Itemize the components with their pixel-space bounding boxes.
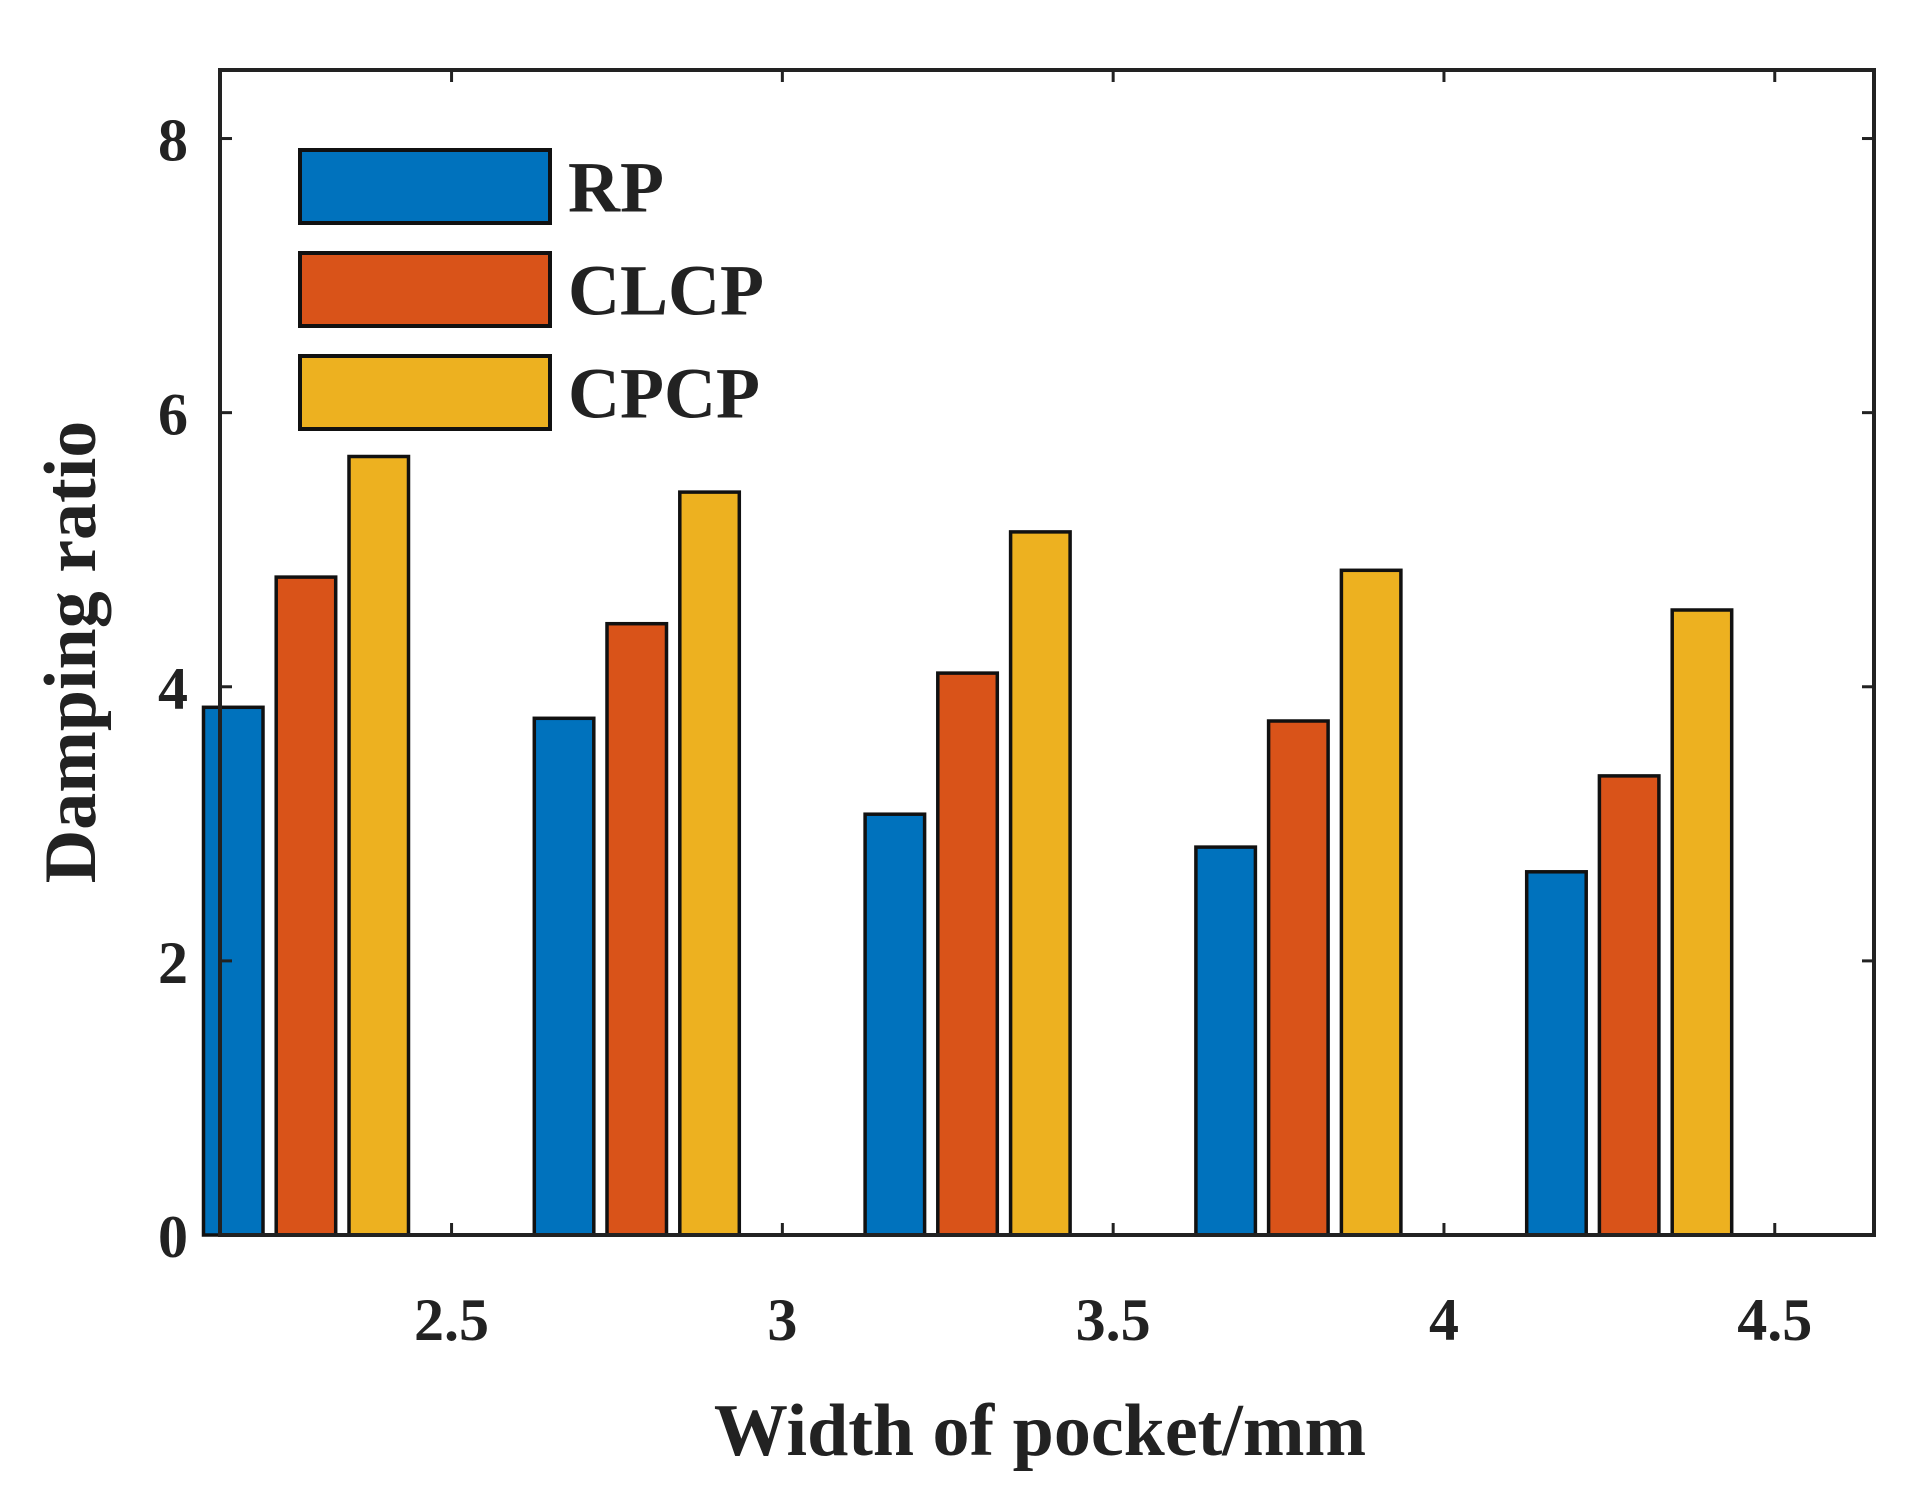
bar-cpcp-4: [1339, 568, 1403, 1237]
legend-label-cpcp: CPCP: [568, 354, 760, 434]
y-tick-label: 0: [158, 1204, 188, 1270]
bar-cpcp-2_5: [347, 454, 411, 1237]
bar-rp-4_5: [1524, 870, 1588, 1237]
y-tick-label: 4: [158, 656, 188, 722]
x-tick-label: 3.5: [1076, 1287, 1151, 1353]
bar-clcp-2_5: [274, 575, 338, 1237]
bar-clcp-4: [1266, 719, 1330, 1237]
y-axis-title: Damping ratio: [30, 421, 112, 884]
x-tick-label: 2.5: [414, 1287, 489, 1353]
x-tick-label: 4.5: [1737, 1287, 1812, 1353]
legend-label-rp: RP: [568, 148, 664, 228]
plot-frame: [218, 68, 1876, 1237]
legend-swatch-cpcp: [298, 354, 552, 431]
y-tick-label: 2: [158, 930, 188, 996]
y-tick-label: 8: [158, 108, 188, 174]
bar-clcp-3_5: [936, 671, 1000, 1237]
ticks-layer: 0 2 4 6 8 2.5 3 3.5 4 4.5: [158, 70, 1874, 1353]
legend-swatch-clcp: [298, 251, 552, 328]
bars-layer: [201, 454, 1734, 1237]
x-tick-label: 3: [767, 1287, 797, 1353]
bar-cpcp-4_5: [1670, 608, 1734, 1237]
x-tick-label: 4: [1429, 1287, 1459, 1353]
bar-rp-3: [532, 716, 596, 1237]
bar-rp-3_5: [863, 812, 927, 1237]
legend: RP CLCP CPCP: [298, 148, 764, 434]
bar-cpcp-3: [678, 490, 742, 1237]
bar-clcp-4_5: [1597, 774, 1661, 1237]
bar-rp-4: [1194, 845, 1258, 1237]
legend-swatch-rp: [298, 148, 552, 225]
legend-label-clcp: CLCP: [568, 251, 764, 331]
bar-clcp-3: [605, 621, 669, 1237]
bar-cpcp-3_5: [1008, 530, 1072, 1237]
bar-rp-2_5: [201, 705, 265, 1237]
y-tick-label: 6: [158, 382, 188, 448]
x-axis-title: Width of pocket/mm: [714, 1390, 1366, 1472]
